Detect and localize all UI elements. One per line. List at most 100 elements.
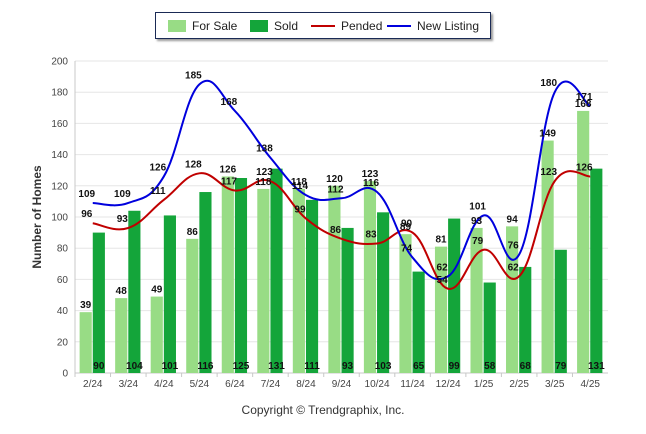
- data-label-new-listing: 171: [576, 92, 593, 103]
- bar-sold: [92, 232, 105, 373]
- data-label-sold: 90: [93, 361, 105, 372]
- y-tick-label: 0: [62, 369, 68, 380]
- y-tick-label: 180: [51, 88, 68, 99]
- legend-label-new-listing: New Listing: [417, 18, 480, 33]
- data-label-pended: 117: [221, 176, 238, 187]
- x-tick-label: 4/25: [580, 379, 600, 390]
- bar-for-sale: [186, 238, 199, 373]
- data-label-new-listing: 126: [149, 162, 166, 173]
- line-new-listing: [92, 79, 591, 281]
- legend-item-pended: Pended: [311, 13, 382, 38]
- x-tick-label: 5/24: [190, 379, 210, 390]
- legend-item-for-sale: For Sale: [168, 13, 237, 38]
- data-label-pended: 96: [81, 209, 93, 220]
- bar-for-sale: [541, 140, 554, 373]
- data-label-sold: 99: [449, 361, 461, 372]
- legend-label-pended: Pended: [341, 18, 383, 33]
- data-label-for-sale: 118: [255, 177, 272, 188]
- data-label-pended: 86: [330, 225, 342, 236]
- data-label-for-sale: 168: [575, 99, 592, 110]
- bar-for-sale: [577, 110, 590, 374]
- data-label-pended: 126: [576, 162, 593, 173]
- x-tick-label: 2/24: [83, 379, 103, 390]
- legend-line-new-listing: [387, 24, 411, 27]
- legend-item-new-listing: New Listing: [387, 13, 479, 38]
- legend-line-pended: [311, 24, 335, 27]
- y-tick-label: 200: [51, 57, 68, 68]
- data-label-pended: 79: [472, 236, 484, 247]
- bar-for-sale: [399, 234, 412, 373]
- data-label-for-sale: 120: [326, 174, 343, 185]
- data-label-new-listing: 116: [363, 178, 380, 189]
- data-label-sold: 65: [413, 361, 425, 372]
- data-label-new-listing: 101: [469, 201, 486, 212]
- data-label-sold: 125: [233, 361, 250, 372]
- data-label-new-listing: 109: [114, 189, 131, 200]
- data-label-sold: 116: [197, 361, 214, 372]
- legend-swatch-sold: [250, 19, 268, 32]
- y-tick-label: 60: [57, 275, 69, 286]
- bar-sold: [483, 282, 496, 373]
- y-axis-title: Number of Homes: [30, 165, 44, 269]
- bar-sold: [234, 178, 248, 373]
- copyright-text: Copyright © Trendgraphix, Inc.: [241, 403, 405, 417]
- bar-for-sale: [470, 227, 483, 373]
- data-label-pended: 123: [256, 167, 273, 178]
- y-tick-label: 40: [57, 306, 69, 317]
- bar-for-sale: [221, 176, 234, 373]
- bar-sold: [448, 218, 461, 373]
- data-label-new-listing: 74: [401, 244, 413, 255]
- data-label-for-sale: 39: [80, 300, 92, 311]
- data-label-new-listing: 168: [221, 97, 238, 108]
- bar-sold: [270, 168, 283, 373]
- x-tick-label: 7/24: [261, 379, 281, 390]
- y-tick-label: 120: [51, 181, 68, 192]
- data-label-for-sale: 126: [219, 164, 236, 175]
- data-label-new-listing: 62: [437, 262, 449, 273]
- legend-label-for-sale: For Sale: [192, 18, 238, 33]
- data-label-for-sale: 89: [400, 222, 412, 233]
- bar-sold: [519, 266, 532, 373]
- bar-for-sale: [79, 312, 92, 373]
- y-tick-label: 20: [57, 337, 69, 348]
- x-tick-label: 9/24: [332, 379, 352, 390]
- bar-sold: [199, 192, 212, 373]
- line-pended: [92, 170, 591, 290]
- data-label-pended: 123: [540, 167, 557, 178]
- x-tick-label: 11/24: [400, 379, 425, 390]
- bar-sold: [590, 168, 603, 373]
- bar-sold: [554, 249, 567, 373]
- x-tick-label: 3/25: [545, 379, 565, 390]
- data-label-new-listing: 109: [78, 189, 95, 200]
- legend-swatch-for-sale: [168, 19, 186, 32]
- data-label-pended: 128: [185, 159, 202, 170]
- x-tick-label: 6/24: [225, 379, 245, 390]
- data-label-sold: 58: [484, 361, 496, 372]
- legend: For Sale Sold Pended New Listing: [155, 12, 491, 39]
- bar-sold: [412, 271, 425, 373]
- data-label-for-sale: 149: [539, 129, 556, 140]
- data-label-for-sale: 94: [507, 214, 519, 225]
- data-label-for-sale: 86: [187, 227, 199, 238]
- y-tick-label: 140: [51, 150, 68, 161]
- data-label-sold: 131: [588, 361, 605, 372]
- data-label-for-sale: 118: [291, 177, 308, 188]
- bar-sold: [341, 227, 354, 373]
- bar-for-sale: [328, 185, 341, 373]
- bar-for-sale: [506, 226, 519, 373]
- legend-item-sold: Sold: [250, 13, 298, 38]
- y-tick-label: 100: [51, 213, 68, 224]
- data-label-pended: 62: [508, 262, 520, 273]
- data-label-for-sale: 48: [116, 286, 128, 297]
- bar-sold: [305, 199, 319, 373]
- x-tick-label: 2/25: [509, 379, 529, 390]
- data-label-sold: 101: [162, 361, 179, 372]
- data-label-pended: 83: [365, 230, 377, 241]
- data-label-sold: 93: [342, 361, 354, 372]
- bar-sold: [377, 212, 390, 373]
- data-label-pended: 111: [150, 186, 166, 197]
- bar-for-sale: [115, 298, 128, 373]
- data-label-for-sale: 49: [151, 285, 163, 296]
- data-label-for-sale: 81: [435, 235, 447, 246]
